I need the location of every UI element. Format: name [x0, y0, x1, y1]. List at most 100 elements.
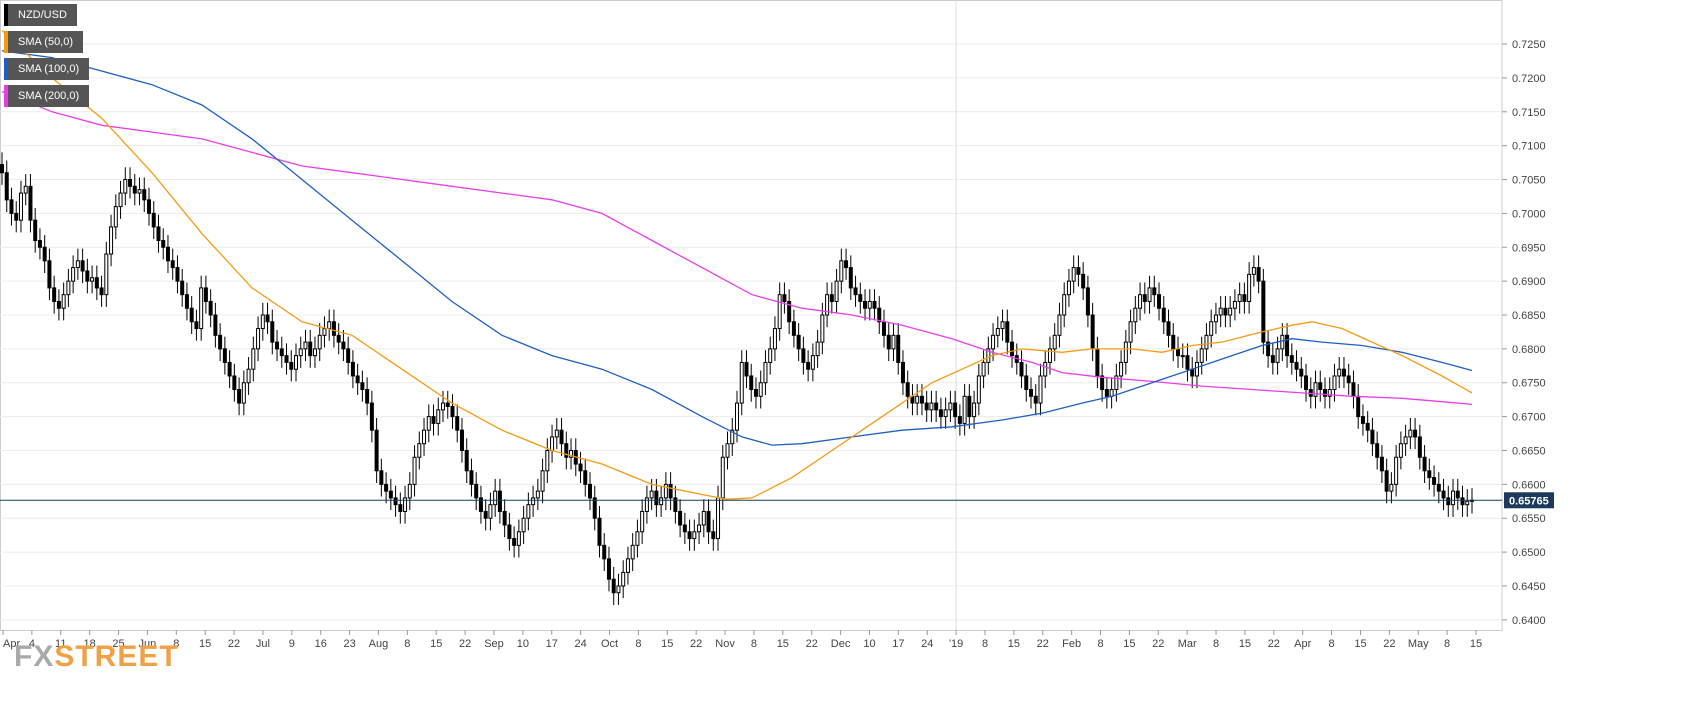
candle: [1470, 488, 1474, 514]
candle-body: [388, 490, 393, 499]
x-tick-label: May: [1408, 638, 1429, 650]
x-tick-label: Jul: [256, 638, 270, 650]
candle-body: [1327, 389, 1332, 397]
candle: [75, 248, 80, 280]
x-tick-label: 8: [1329, 638, 1335, 650]
candle: [1071, 255, 1076, 294]
candle: [265, 302, 270, 334]
candle: [1209, 309, 1214, 348]
candle-body: [1109, 389, 1114, 397]
y-tick-label: 0.7150: [1512, 107, 1546, 119]
candle-body: [1356, 395, 1361, 418]
y-tick-label: 0.6800: [1512, 344, 1546, 356]
candle: [170, 248, 175, 280]
candle: [1062, 282, 1067, 328]
candle: [1394, 445, 1399, 497]
candle-body: [142, 189, 147, 201]
candle-body: [1360, 416, 1365, 424]
candle-body: [1465, 500, 1470, 506]
candle: [1218, 296, 1223, 328]
candle: [346, 336, 351, 375]
candle-body: [1171, 334, 1176, 350]
candle-body: [872, 300, 877, 309]
candle: [445, 390, 450, 419]
candle-body: [104, 253, 109, 296]
candle: [1138, 282, 1143, 321]
candle: [739, 350, 744, 416]
candle: [464, 438, 469, 483]
candle: [900, 350, 905, 395]
candle-body: [312, 348, 317, 357]
candle-body: [237, 389, 242, 404]
candle-body: [1209, 321, 1214, 336]
candle: [1379, 445, 1384, 483]
candle: [246, 357, 251, 395]
candle-body: [1232, 300, 1237, 309]
candle-body: [1114, 375, 1119, 391]
candle: [384, 472, 389, 504]
candle: [33, 207, 38, 253]
candle: [853, 275, 858, 307]
x-tick-label: 8: [751, 638, 757, 650]
candle: [915, 384, 920, 416]
candle-body: [512, 538, 517, 546]
candle-body: [730, 429, 735, 445]
candle: [1242, 282, 1247, 314]
candle-body: [744, 361, 749, 377]
candle-body: [1138, 294, 1143, 309]
candle: [1356, 384, 1361, 429]
candle-body: [71, 267, 76, 282]
candle: [1057, 302, 1062, 348]
candle: [156, 214, 161, 253]
candle-body: [1142, 294, 1147, 302]
candle-body: [806, 361, 811, 370]
candle: [1384, 458, 1389, 504]
candle: [1005, 309, 1010, 355]
candle-body: [441, 402, 445, 411]
candle: [412, 445, 417, 497]
candle: [1147, 275, 1152, 314]
candle: [403, 485, 408, 524]
sma-200-line: [1, 90, 1473, 406]
candle-body: [308, 341, 313, 357]
candle: [1346, 363, 1351, 395]
candle: [52, 275, 57, 314]
candle-body: [1256, 267, 1261, 282]
candle: [80, 248, 85, 284]
candle-body: [1299, 368, 1304, 377]
candle-body: [488, 504, 493, 519]
x-tick-label: 22: [1268, 638, 1280, 650]
candle: [1010, 329, 1015, 368]
x-tick-label: 8: [404, 638, 410, 650]
candle-body: [478, 497, 483, 512]
candle: [459, 417, 464, 463]
candle-body: [697, 524, 702, 533]
candle-body: [474, 483, 479, 499]
candle: [1365, 411, 1370, 443]
candle-body: [915, 395, 920, 404]
candle: [478, 485, 483, 524]
candle-body: [346, 348, 351, 363]
candle-body: [625, 558, 630, 573]
candle-body: [99, 287, 104, 296]
candle-body: [393, 497, 398, 506]
candle-body: [616, 585, 621, 594]
x-tick-label: 10: [863, 638, 875, 650]
x-tick-label: 22: [228, 638, 240, 650]
candle-body: [630, 544, 635, 560]
candle-body: [123, 179, 128, 194]
candle: [417, 431, 422, 470]
candle: [1194, 350, 1199, 389]
candle: [976, 363, 981, 416]
y-tick-label: 0.7250: [1512, 39, 1546, 51]
legend-label: SMA (50,0): [18, 36, 74, 48]
candle: [422, 417, 427, 456]
candle-body: [426, 416, 431, 431]
candle: [431, 404, 436, 436]
candle: [948, 390, 953, 423]
candle: [194, 309, 199, 341]
candle-body: [128, 179, 133, 187]
candle: [42, 235, 47, 273]
candle-body: [213, 314, 218, 336]
candle: [94, 265, 99, 301]
